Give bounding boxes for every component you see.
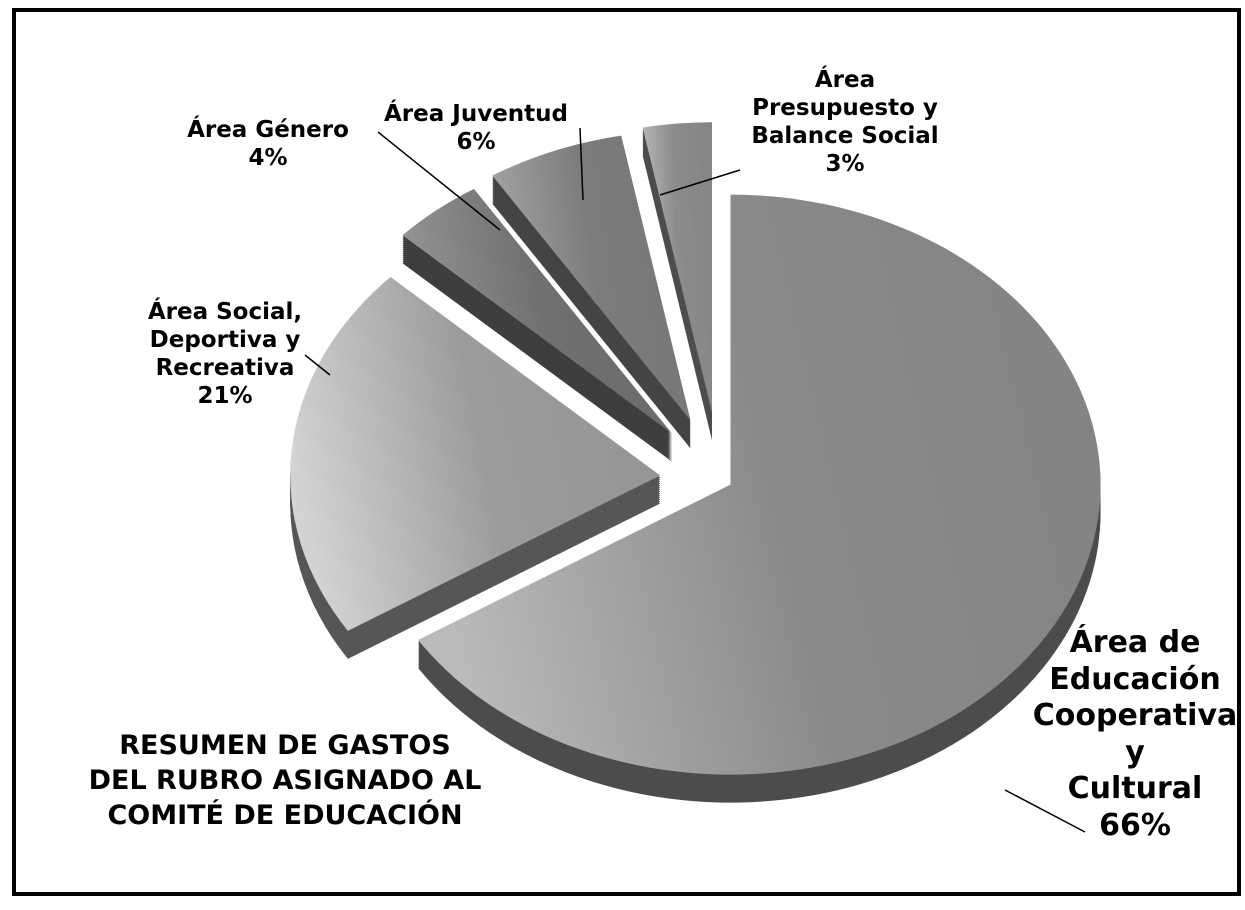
slice <box>642 122 713 441</box>
slice <box>402 188 673 434</box>
value-label: 6% <box>456 129 496 156</box>
slice <box>290 276 661 631</box>
slice-label: Área Social, Deportiva y Recreativa 21% <box>148 298 302 410</box>
category-label: Área Presupuesto y Balance Social <box>751 67 939 150</box>
slice-label: Área Género 4% <box>187 116 349 172</box>
slice <box>492 135 691 421</box>
leader-lines <box>304 127 1086 833</box>
leader-line <box>304 354 331 376</box>
slice <box>492 135 691 449</box>
value-label: 3% <box>825 151 865 178</box>
leader-line <box>1004 789 1086 833</box>
slice <box>418 194 1101 803</box>
leader-line <box>659 169 741 196</box>
slice-label: Área de Educación Cooperativa y Cultural… <box>1033 625 1238 845</box>
pie <box>290 122 1101 803</box>
slice <box>402 188 673 462</box>
chart-frame <box>12 8 1241 896</box>
category-label: Área Género <box>187 117 349 143</box>
slice-label: Área Juventud 6% <box>384 100 568 156</box>
slice <box>418 194 1101 775</box>
value-label: 66% <box>1099 807 1171 843</box>
leader-line <box>579 127 584 201</box>
chart-title: RESUMEN DE GASTOS DEL RUBRO ASIGNADO AL … <box>88 730 482 832</box>
value-label: 21% <box>197 383 253 410</box>
category-label: Área Social, Deportiva y Recreativa <box>147 299 303 382</box>
slice <box>290 276 661 659</box>
leader-line <box>377 131 501 231</box>
category-label: Área Juventud <box>384 101 568 127</box>
slice-label: Área Presupuesto y Balance Social 3% <box>751 66 938 178</box>
category-label: Área de Educación Cooperativa y Cultural <box>1032 625 1238 807</box>
value-label: 4% <box>248 145 288 172</box>
